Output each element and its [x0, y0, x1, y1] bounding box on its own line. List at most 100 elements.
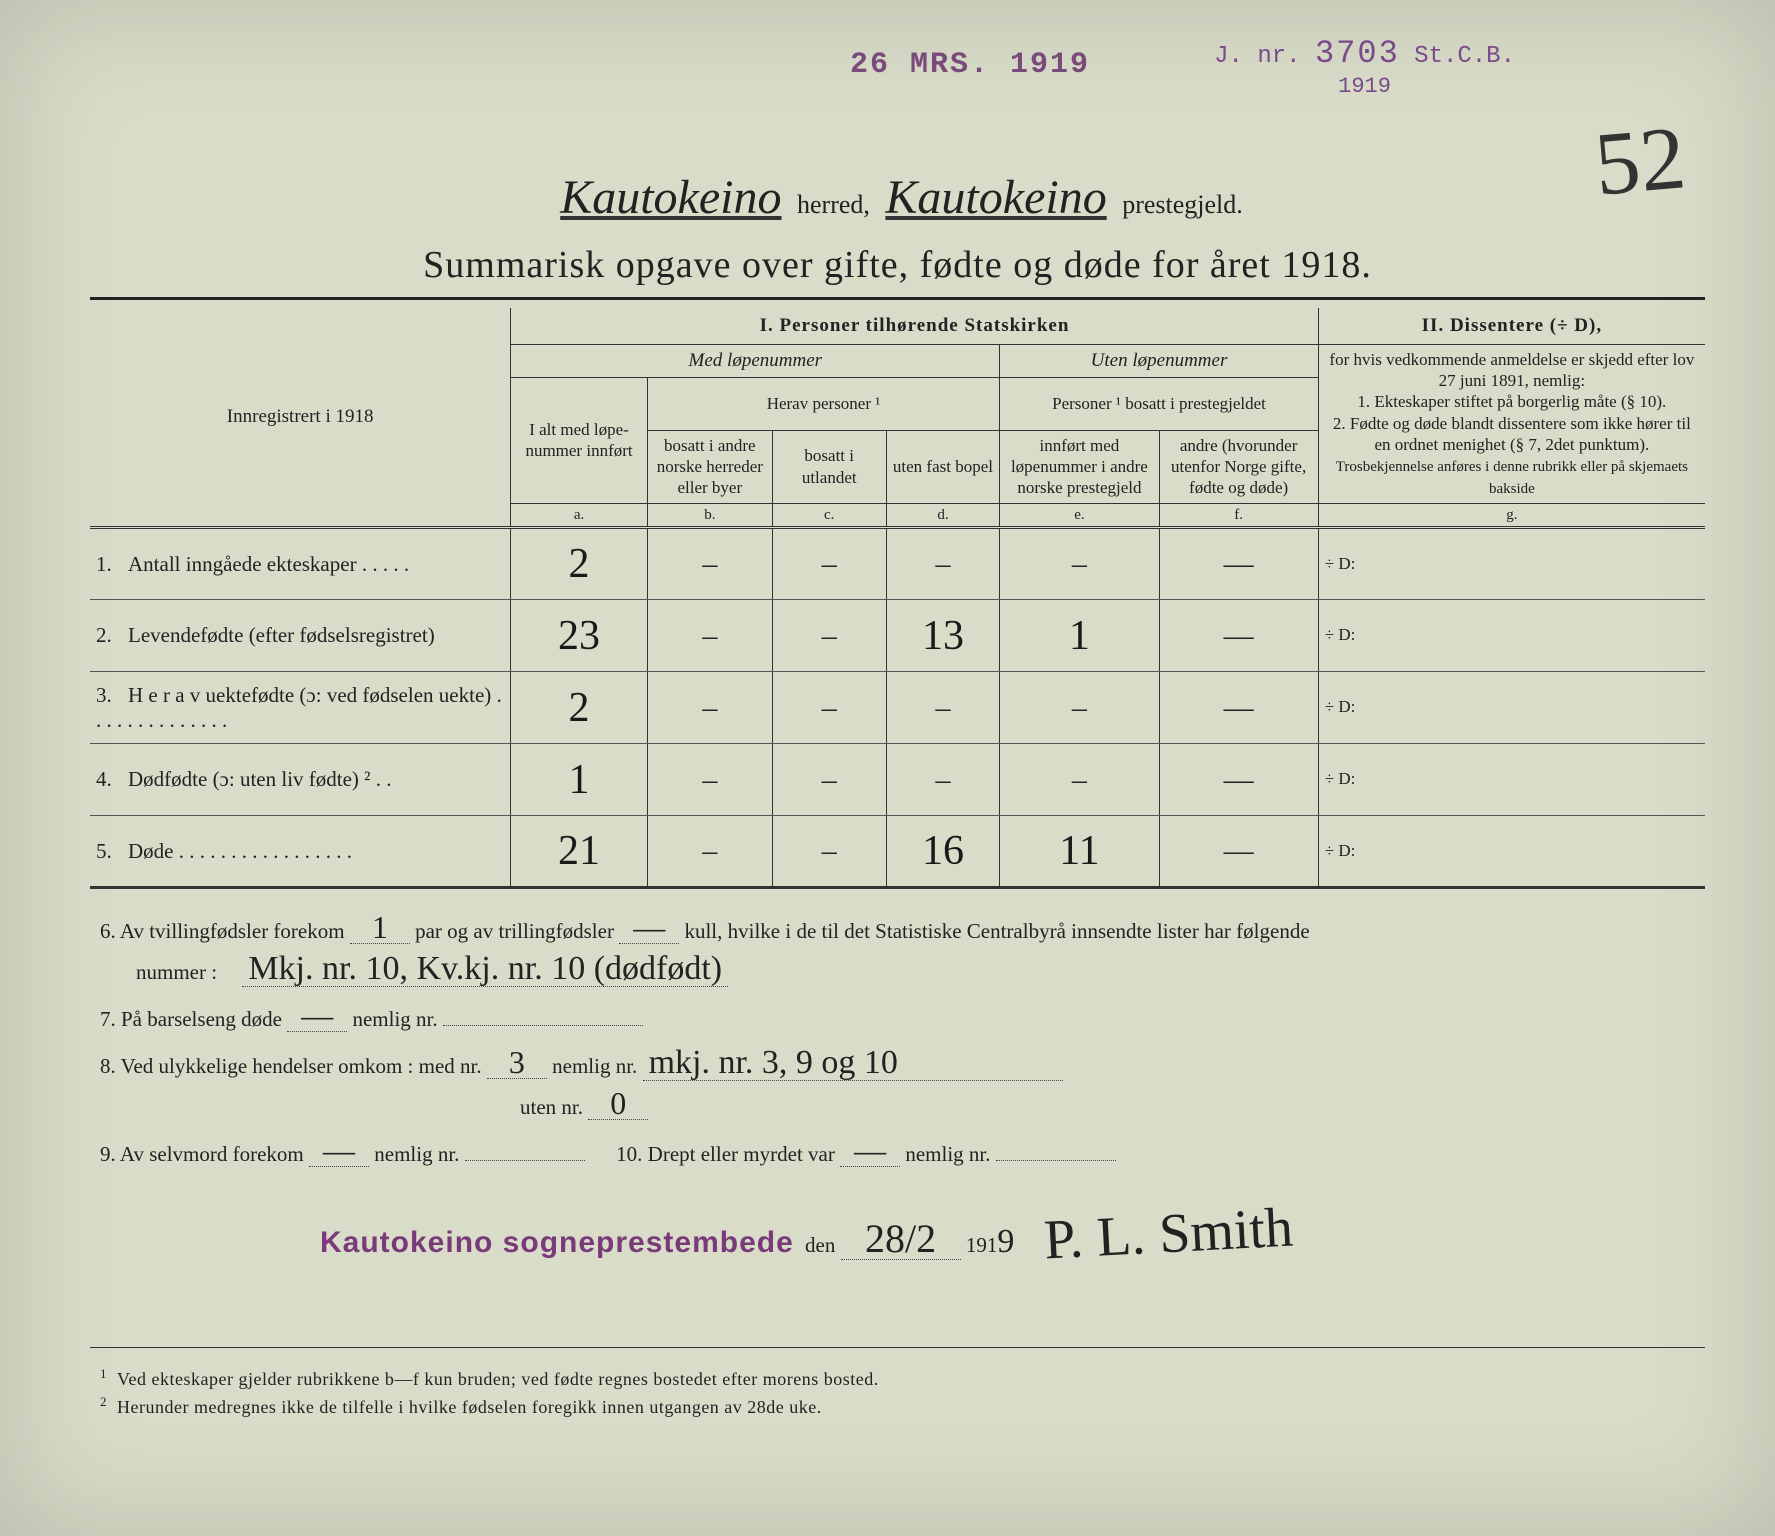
col-letter-g: g. [1318, 503, 1705, 528]
jnr-number: 3703 [1315, 35, 1400, 72]
q6-text-a: 6. Av tvillingfødsler forekom [100, 919, 345, 943]
row2-col-c: – [772, 600, 886, 672]
row1-num: 1. [96, 552, 128, 577]
q7-value: — [287, 999, 347, 1032]
row4-num: 4. [96, 767, 128, 792]
row4-col-e: – [1000, 744, 1159, 816]
table-row: 5.Døde . . . . . . . . . . . . . . . . .… [90, 816, 1705, 888]
q9-q10: 9. Av selvmord forekom — nemlig nr. 10. … [100, 1134, 1695, 1175]
footnotes: 1 Ved ekteskaper gjelder rubrikkene b—f … [90, 1347, 1705, 1418]
col-letter-f: f. [1159, 503, 1318, 528]
row4-col-d: – [886, 744, 1000, 816]
row5-col-f: — [1159, 816, 1318, 888]
row2-col-g: ÷ D: [1318, 600, 1705, 672]
herred-name-handwritten: Kautokeino [552, 171, 789, 224]
row2-text: Levendefødte (efter fødselsregistret) [128, 623, 435, 647]
q7-nr [443, 1025, 643, 1026]
jnr-suffix: St.C.B. [1414, 43, 1515, 70]
footnote-1: 1 Ved ekteskaper gjelder rubrikkene b—f … [100, 1366, 1695, 1390]
q9-text-b: nemlig nr. [374, 1142, 459, 1166]
row5-col-e: 11 [1000, 816, 1159, 888]
col-letter-b: b. [647, 503, 772, 528]
row2-num: 2. [96, 623, 128, 648]
row3-col-f: — [1159, 672, 1318, 744]
col-e-header: innført med løpenummer i andre norske pr… [1000, 430, 1159, 503]
row5-text: Døde . . . . . . . . . . . . . . . . . [128, 839, 352, 863]
row2-col-b: – [647, 600, 772, 672]
questions-below: 6. Av tvillingfødsler forekom 1 par og a… [90, 911, 1705, 1287]
row1-label: 1.Antall inngåede ekteskaper . . . . . [90, 528, 511, 600]
signature-date: 28/2 [841, 1219, 961, 1260]
row1-col-g: ÷ D: [1318, 528, 1705, 600]
prestegjeld-label: prestegjeld. [1122, 190, 1243, 219]
row4-col-a: 1 [511, 744, 647, 816]
row3-col-g: ÷ D: [1318, 672, 1705, 744]
q10-text-a: 10. Drept eller myrdet var [616, 1142, 835, 1166]
stamp-parish-office: Kautokeino sogneprestembede [320, 1214, 794, 1271]
row3-col-b: – [647, 672, 772, 744]
row3-text: H e r a v uektefødte (ɔ: ved fødselen ue… [96, 683, 502, 732]
row1-col-e: – [1000, 528, 1159, 600]
row5-col-d: 16 [886, 816, 1000, 888]
left-header: Innregistrert i 1918 [90, 308, 511, 528]
den-label: den [805, 1233, 835, 1257]
q9-text-a: 9. Av selvmord forekom [100, 1142, 304, 1166]
table-row: 2.Levendefødte (efter fødselsregistret) … [90, 600, 1705, 672]
jnr-year: 1919 [1214, 74, 1515, 99]
year-prefix: 191 [966, 1233, 998, 1257]
q6-text-c: kull, hvilke i de til det Statistiske Ce… [684, 919, 1309, 943]
row3-num: 3. [96, 683, 128, 708]
table-row: 3.H e r a v uektefødte (ɔ: ved fødselen … [90, 672, 1705, 744]
col-a-header: I alt med løpe- nummer innført [511, 377, 647, 503]
q7-text-a: 7. På barselseng døde [100, 1007, 282, 1031]
signature-name: P. L. Smith [1041, 1174, 1295, 1293]
summary-table: Innregistrert i 1918 I. Personer tilhøre… [90, 308, 1705, 889]
col-d-header: uten fast bopel [886, 430, 1000, 503]
col-letter-d: d. [886, 503, 1000, 528]
col-b-header: bosatt i andre norske herreder eller bye… [647, 430, 772, 503]
rule-top [90, 297, 1705, 300]
row4-text: Dødfødte (ɔ: uten liv fødte) ² . . [128, 767, 391, 791]
q8-text-c: uten nr. [520, 1095, 583, 1119]
q8-med-value: 3 [487, 1046, 547, 1079]
header-line: Kautokeino herred, Kautokeino prestegjel… [90, 170, 1705, 225]
row1-col-a: 2 [511, 528, 647, 600]
row2-col-d: 13 [886, 600, 1000, 672]
section1-header: I. Personer tilhørende Statskirken [511, 308, 1318, 344]
dissenter-description: for hvis vedkommende anmeldelse er skjed… [1318, 344, 1705, 503]
q6-text-d: nummer : [136, 960, 217, 984]
q9-nr [465, 1160, 585, 1161]
row4-col-b: – [647, 744, 772, 816]
col-letter-a: a. [511, 503, 647, 528]
uten-lopenummer-header: Uten løpenummer [1000, 344, 1318, 377]
row3-col-c: – [772, 672, 886, 744]
row4-label: 4.Dødfødte (ɔ: uten liv fødte) ² . . [90, 744, 511, 816]
diss-item2: 2. Fødte og døde blandt dissentere som i… [1333, 414, 1691, 454]
q6: 6. Av tvillingfødsler forekom 1 par og a… [100, 911, 1695, 993]
q9-value: — [309, 1134, 369, 1167]
row5-col-a: 21 [511, 816, 647, 888]
row5-col-b: – [647, 816, 772, 888]
q10-value: — [840, 1134, 900, 1167]
row5-num: 5. [96, 839, 128, 864]
table-body: 1.Antall inngåede ekteskaper . . . . . 2… [90, 528, 1705, 888]
q8-uten-value: 0 [588, 1087, 648, 1120]
footnote-2: 2 Herunder medregnes ikke de tilfelle i … [100, 1394, 1695, 1418]
footnote-2-text: Herunder medregnes ikke de tilfelle i hv… [117, 1397, 822, 1417]
row1-col-b: – [647, 528, 772, 600]
col-f-header: andre (hvorunder utenfor Norge gifte, fø… [1159, 430, 1318, 503]
row2-col-e: 1 [1000, 600, 1159, 672]
q10-nr [996, 1160, 1116, 1161]
row1-col-d: – [886, 528, 1000, 600]
row5-col-c: – [772, 816, 886, 888]
prestegjeld-name-handwritten: Kautokeino [877, 171, 1114, 224]
q7-text-b: nemlig nr. [352, 1007, 437, 1031]
table-row: 4.Dødfødte (ɔ: uten liv fødte) ² . . 1 –… [90, 744, 1705, 816]
col-c-header: bosatt i utlandet [772, 430, 886, 503]
diss-note: Trosbekjennelse anføres i denne rubrikk … [1336, 459, 1688, 497]
row1-col-c: – [772, 528, 886, 600]
q6-pair-count: 1 [350, 911, 410, 944]
q8: 8. Ved ulykkelige hendelser omkom : med … [100, 1046, 1695, 1128]
row4-col-f: — [1159, 744, 1318, 816]
q6-text-b: par og av trillingfødsler [415, 919, 614, 943]
